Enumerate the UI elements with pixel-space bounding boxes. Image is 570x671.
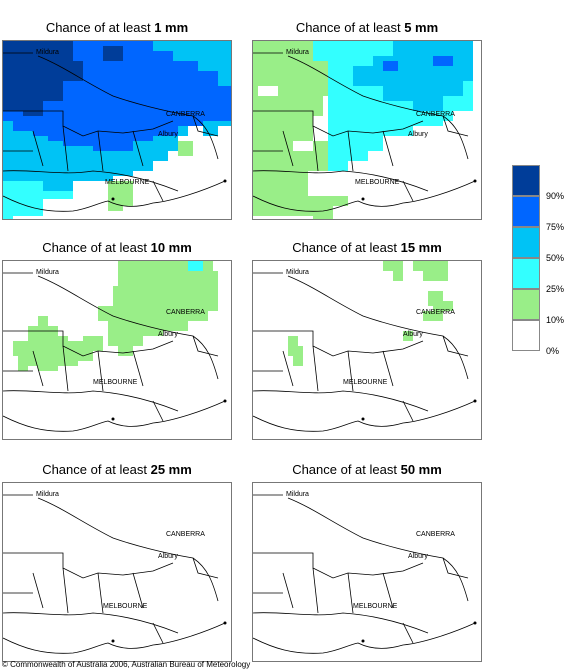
copyright-notice: © Commonwealth of Australia 2006, Austra… (2, 660, 251, 669)
label-canberra: CANBERRA (416, 111, 455, 118)
label-melbourne: MELBOURNE (355, 179, 400, 186)
label-albury: Albury (158, 553, 178, 560)
label-mildura: Mildura (286, 269, 309, 276)
label-albury: Albury (403, 331, 423, 338)
panel-title: Chance of at least 15 mm (292, 240, 442, 255)
probability-map: Mildura CANBERRA Albury MELBOURNE (2, 40, 232, 220)
legend-swatch-90 (512, 165, 540, 196)
legend-tick-25: 25% (546, 284, 565, 294)
label-canberra: CANBERRA (166, 309, 205, 316)
label-mildura: Mildura (36, 269, 59, 276)
label-albury: Albury (158, 331, 178, 338)
label-canberra: CANBERRA (166, 111, 205, 118)
label-mildura: Mildura (36, 491, 59, 498)
panel-title: Chance of at least 50 mm (292, 462, 442, 477)
label-melbourne: MELBOURNE (103, 603, 148, 610)
legend-swatch-75 (512, 196, 540, 227)
label-albury: Albury (408, 131, 428, 138)
legend-tick-90: 90% (546, 191, 565, 201)
legend-tick-50: 50% (546, 253, 565, 263)
probability-map: Mildura CANBERRA Albury MELBOURNE (252, 260, 482, 440)
panel-title: Chance of at least 1 mm (45, 20, 189, 35)
label-melbourne: MELBOURNE (343, 379, 388, 386)
legend-tick-75: 75% (546, 222, 565, 232)
label-mildura: Mildura (286, 49, 309, 56)
legend-tick-10: 10% (546, 315, 565, 325)
panel-title: Chance of at least 5 mm (295, 20, 439, 35)
probability-map: Mildura CANBERRA Albury MELBOURNE (2, 260, 232, 440)
label-albury: Albury (158, 131, 178, 138)
label-albury: Albury (408, 553, 428, 560)
legend-swatch-25 (512, 258, 540, 289)
label-canberra: CANBERRA (166, 531, 205, 538)
label-canberra: CANBERRA (416, 309, 455, 316)
label-melbourne: MELBOURNE (105, 179, 150, 186)
label-mildura: Mildura (286, 491, 309, 498)
label-mildura: Mildura (36, 49, 59, 56)
probability-map: Mildura CANBERRA Albury MELBOURNE (252, 40, 482, 220)
label-melbourne: MELBOURNE (93, 379, 138, 386)
panel-title: Chance of at least 25 mm (42, 462, 192, 477)
legend-swatch-0 (512, 320, 540, 351)
legend-swatch-50 (512, 227, 540, 258)
panel-title: Chance of at least 10 mm (42, 240, 192, 255)
probability-map: Mildura CANBERRA Albury MELBOURNE (252, 482, 482, 662)
label-canberra: CANBERRA (416, 531, 455, 538)
label-melbourne: MELBOURNE (353, 603, 398, 610)
probability-map: Mildura CANBERRA Albury MELBOURNE (2, 482, 232, 662)
legend-swatch-10 (512, 289, 540, 320)
legend-tick-0: 0% (546, 346, 560, 356)
